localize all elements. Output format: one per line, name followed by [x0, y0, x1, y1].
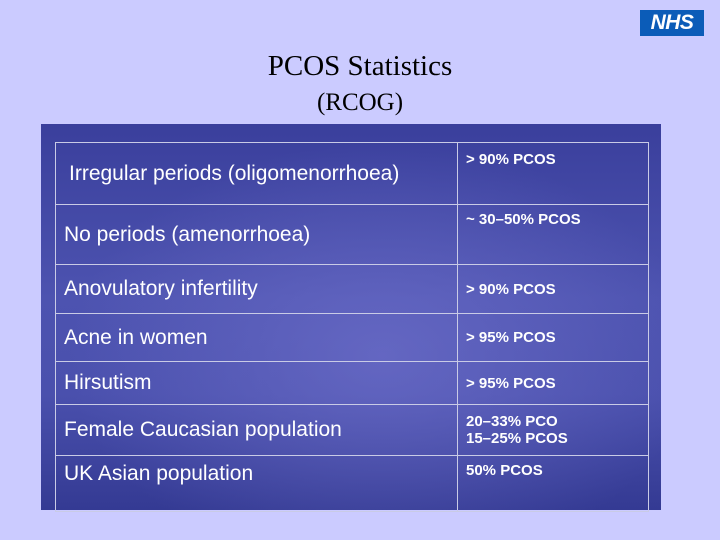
statistic-cell: > 95% PCOS	[457, 313, 649, 362]
statistic-cell: > 95% PCOS	[457, 361, 649, 405]
statistic-cell: ~ 30–50% PCOS	[457, 204, 649, 265]
page-title: PCOS Statistics	[267, 50, 453, 82]
statistic-cell: > 90% PCOS	[457, 142, 649, 205]
condition-cell: Hirsutism	[55, 361, 458, 405]
statistic-value: 50% PCOS	[466, 462, 543, 479]
statistic-value: 20–33% PCO	[466, 413, 558, 430]
statistic-value: 15–25% PCOS	[466, 430, 568, 447]
table-row: Female Caucasian population 20–33% PCO 1…	[55, 404, 649, 456]
statistic-value: > 95% PCOS	[466, 329, 556, 346]
table-row: Hirsutism > 95% PCOS	[55, 361, 649, 405]
statistics-panel: Irregular periods (oligomenorrhoea) > 90…	[41, 124, 661, 512]
statistics-table: Irregular periods (oligomenorrhoea) > 90…	[55, 142, 649, 512]
statistic-value: ~ 30–50% PCOS	[466, 211, 581, 228]
statistic-cell: 20–33% PCO 15–25% PCOS	[457, 404, 649, 456]
condition-cell: Acne in women	[55, 313, 458, 362]
condition-cell: Female Caucasian population	[55, 404, 458, 456]
statistic-value: > 90% PCOS	[466, 151, 556, 168]
statistic-value: > 95% PCOS	[466, 374, 556, 392]
table-row: No periods (amenorrhoea) ~ 30–50% PCOS	[55, 204, 649, 265]
statistic-value: > 90% PCOS	[466, 280, 556, 298]
statistic-cell: 50% PCOS	[457, 455, 649, 512]
condition-cell: No periods (amenorrhoea)	[55, 204, 458, 265]
table-row: Irregular periods (oligomenorrhoea) > 90…	[55, 142, 649, 205]
table-row: UK Asian population 50% PCOS	[55, 455, 649, 512]
condition-cell: Anovulatory infertility	[55, 264, 458, 314]
page-subtitle: (RCOG)	[316, 89, 404, 116]
statistic-cell: > 90% PCOS	[457, 264, 649, 314]
condition-cell: UK Asian population	[55, 455, 458, 512]
table-row: Acne in women > 95% PCOS	[55, 313, 649, 362]
nhs-logo: NHS	[640, 10, 704, 36]
table-row: Anovulatory infertility > 90% PCOS	[55, 264, 649, 314]
condition-cell: Irregular periods (oligomenorrhoea)	[55, 142, 458, 205]
